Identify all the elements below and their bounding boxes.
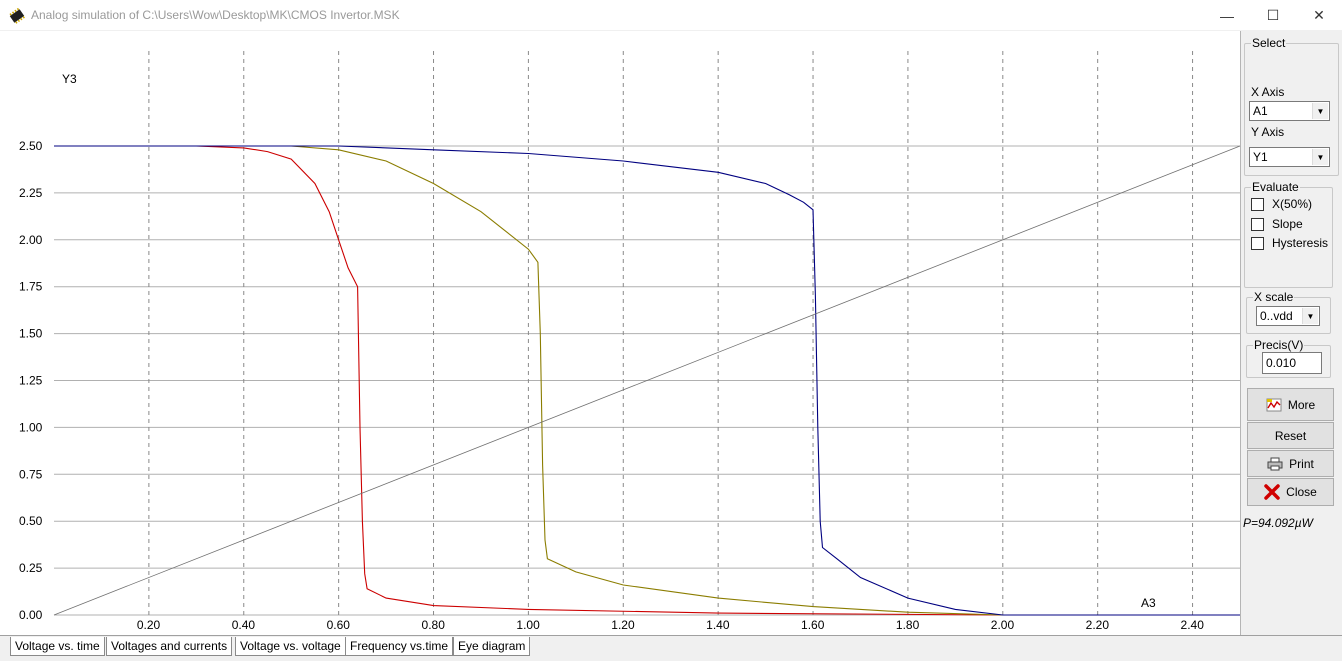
- x50-label: X(50%): [1272, 197, 1313, 211]
- maximize-icon: ☐: [1266, 7, 1280, 23]
- x-axis-value: A1: [1253, 104, 1268, 118]
- xscale-group: X scale: [1246, 290, 1331, 334]
- tab-voltage-vs-time[interactable]: Voltage vs. time: [10, 637, 105, 656]
- chevron-down-icon: ▼: [1312, 103, 1328, 119]
- tab-voltages-and-currents[interactable]: Voltages and currents: [106, 637, 233, 656]
- y-tick-label: 1.75: [19, 280, 43, 294]
- y-tick-label: 2.50: [19, 139, 43, 153]
- chevron-down-icon: ▼: [1312, 149, 1328, 165]
- y-tick-label: 0.25: [19, 561, 43, 575]
- y-tick-label: 2.00: [19, 233, 43, 247]
- power-readout: P=94.092µW: [1243, 516, 1313, 530]
- window-title: Analog simulation of C:\Users\Wow\Deskto…: [31, 8, 400, 22]
- y-tick-label: 1.25: [19, 374, 43, 388]
- x-tick-label: 0.40: [232, 618, 256, 632]
- x-tick-label: 0.60: [327, 618, 351, 632]
- hysteresis-checkbox[interactable]: Hysteresis: [1251, 235, 1328, 251]
- y-tick-label: 1.50: [19, 327, 43, 341]
- y-tick-label: 0.00: [19, 608, 43, 622]
- y-tick-label: 0.75: [19, 467, 43, 481]
- x50-checkbox[interactable]: X(50%): [1251, 196, 1312, 212]
- x-tick-label: 2.20: [1086, 618, 1110, 632]
- checkbox-box[interactable]: [1251, 236, 1264, 250]
- close-icon: ✕: [1313, 7, 1325, 23]
- xscale-legend: X scale: [1254, 290, 1294, 304]
- series-navy-curve: [54, 145, 1240, 616]
- maximize-button[interactable]: ☐: [1250, 0, 1296, 31]
- xscale-select[interactable]: 0..vdd ▼: [1256, 306, 1320, 326]
- x-tick-label: 2.00: [991, 618, 1015, 632]
- x-tick-label: 2.40: [1181, 618, 1205, 632]
- series-red-curve: [54, 145, 1240, 616]
- printer-icon: [1267, 457, 1283, 471]
- more-label: More: [1287, 397, 1316, 412]
- y-tick-label: 2.25: [19, 186, 43, 200]
- series-olive-curve: [54, 145, 1240, 616]
- x-tick-label: 1.40: [706, 618, 730, 632]
- y-axis-title: Y3: [62, 72, 77, 86]
- plot-area[interactable]: 0.00 0.25 0.50 0.75 1.00 1.25 1.50 1.75 2.00 2.25…: [0, 31, 1241, 635]
- checkbox-box[interactable]: [1251, 197, 1264, 211]
- slope-label: Slope: [1272, 217, 1303, 231]
- app-chip-icon: [9, 7, 25, 24]
- x-axis-select[interactable]: A1 ▼: [1249, 101, 1330, 121]
- y-axis-value: Y1: [1253, 150, 1268, 164]
- x-tick-label: 0.20: [137, 618, 161, 632]
- chart-icon: [1266, 398, 1282, 412]
- x-axis-title: A3: [1141, 596, 1156, 610]
- x-axis-label: X Axis: [1251, 85, 1285, 99]
- tab-eye-diagram[interactable]: Eye diagram: [453, 637, 531, 656]
- window-close-button[interactable]: ✕: [1296, 0, 1342, 31]
- red-x-icon: [1264, 484, 1280, 500]
- close-button[interactable]: Close: [1247, 478, 1334, 506]
- select-legend: Select: [1252, 36, 1286, 50]
- hysteresis-label: Hysteresis: [1272, 236, 1329, 250]
- reset-button[interactable]: Reset: [1247, 422, 1334, 449]
- x-tick-label: 1.20: [611, 618, 635, 632]
- print-label: Print: [1289, 456, 1314, 471]
- y-tick-label: 0.50: [19, 514, 43, 528]
- minimize-icon: —: [1220, 7, 1234, 24]
- print-button[interactable]: Print: [1247, 450, 1334, 477]
- minimize-button[interactable]: —: [1204, 0, 1250, 31]
- tab-strip: Voltage vs. time Voltages and currents V…: [0, 635, 1342, 661]
- precision-input[interactable]: 0.010: [1262, 352, 1322, 374]
- x-tick-label: 1.00: [516, 618, 540, 632]
- tab-frequency-vs-time[interactable]: Frequency vs.time: [345, 637, 454, 656]
- close-label: Close: [1286, 485, 1317, 499]
- reset-label: Reset: [1274, 428, 1307, 443]
- precis-group: Precis(V): [1246, 338, 1331, 378]
- y-tick-label: 1.00: [19, 420, 43, 434]
- title-bar: Analog simulation of C:\Users\Wow\Deskto…: [0, 0, 1342, 31]
- evaluate-legend: Evaluate: [1252, 180, 1299, 194]
- control-panel: Select X Axis A1 ▼ Y Axis Y1 ▼ Evaluate …: [1241, 31, 1342, 635]
- more-button[interactable]: More: [1247, 388, 1334, 421]
- chevron-down-icon: ▼: [1302, 308, 1318, 324]
- select-group: Select: [1244, 36, 1339, 176]
- y-axis-label: Y Axis: [1251, 125, 1285, 139]
- x-tick-label: 1.80: [896, 618, 920, 632]
- evaluate-group: Evaluate: [1244, 180, 1333, 288]
- slope-checkbox[interactable]: Slope: [1251, 216, 1303, 232]
- precis-legend: Precis(V): [1254, 338, 1304, 352]
- tab-voltage-vs-voltage[interactable]: Voltage vs. voltage: [235, 637, 346, 656]
- x-tick-label: 0.80: [422, 618, 446, 632]
- y-axis-select[interactable]: Y1 ▼: [1249, 147, 1330, 167]
- transfer-characteristic-chart: 0.00 0.25 0.50 0.75 1.00 1.25 1.50 1.75 2.00 2.25…: [19, 51, 1241, 632]
- x-tick-label: 1.60: [801, 618, 825, 632]
- xscale-value: 0..vdd: [1260, 309, 1293, 323]
- series-reference-diagonal: [53, 145, 1241, 616]
- checkbox-box[interactable]: [1251, 217, 1264, 231]
